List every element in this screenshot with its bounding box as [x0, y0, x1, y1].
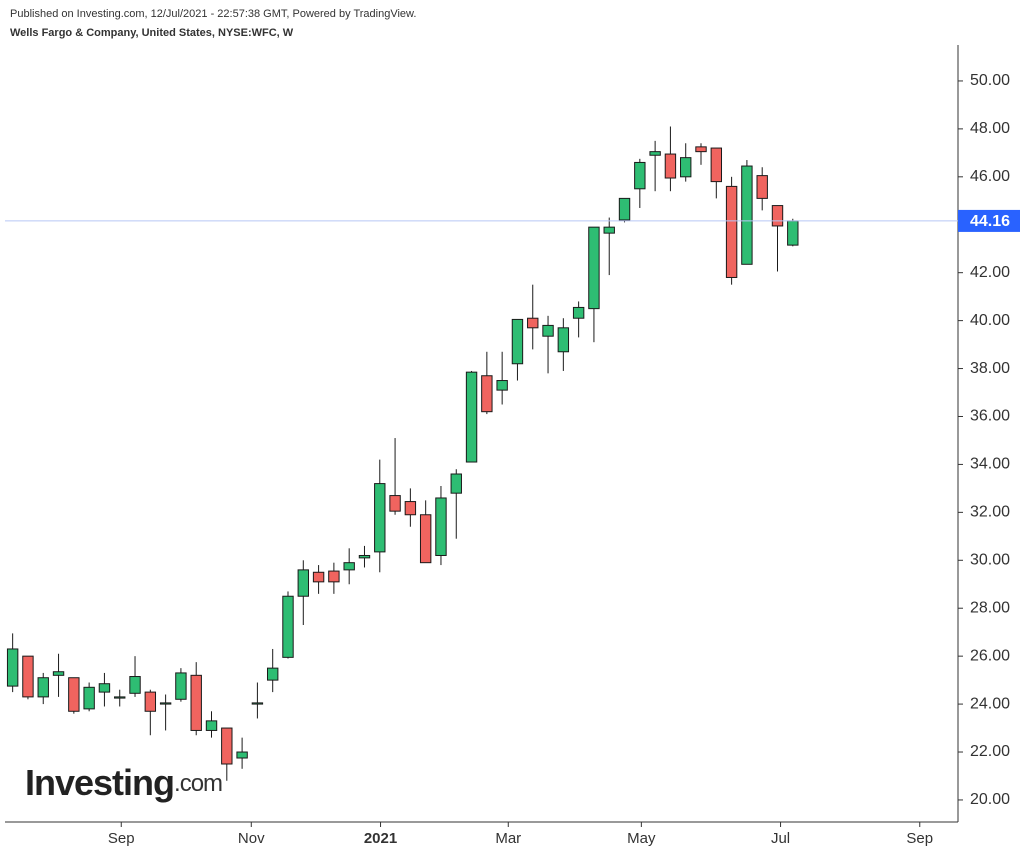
candle-body — [6, 648, 19, 687]
candle-body — [83, 686, 95, 710]
candle-body — [159, 702, 172, 705]
candle-body — [205, 720, 218, 731]
candle-body — [481, 375, 493, 413]
y-tick-label: 48.00 — [970, 120, 1010, 137]
candle-body — [68, 677, 80, 712]
candle-body — [37, 677, 49, 698]
candle-body — [695, 146, 707, 153]
candle-body — [741, 165, 753, 265]
candle-body — [98, 683, 111, 693]
candle-body — [129, 676, 141, 694]
candle-body — [221, 727, 233, 765]
y-tick-label: 38.00 — [970, 360, 1010, 377]
candle-body — [465, 371, 478, 463]
candle-body — [618, 197, 631, 221]
header: Published on Investing.com, 12/Jul/2021 … — [10, 8, 416, 20]
candle-body — [358, 554, 371, 559]
x-tick-label: Sep — [108, 830, 135, 847]
candle-body — [496, 380, 508, 391]
y-tick-label: 32.00 — [970, 504, 1010, 521]
x-tick-label: 2021 — [364, 830, 397, 847]
candle-body — [572, 306, 585, 319]
candle-body — [297, 569, 309, 597]
candle-body — [787, 220, 799, 246]
last-price-box — [958, 209, 1020, 232]
y-tick-label: 24.00 — [970, 695, 1010, 712]
candle-body — [542, 324, 554, 337]
watermark-suffix: .com — [174, 770, 222, 797]
candle-body — [649, 151, 661, 156]
x-tick-label: Mar — [495, 830, 521, 847]
candle-body — [634, 161, 646, 190]
last-price-label: 44.16 — [970, 213, 1010, 230]
candle-body — [588, 226, 600, 310]
candle-body — [266, 667, 279, 681]
y-tick-label: 28.00 — [970, 599, 1010, 616]
x-tick-label: Nov — [238, 830, 265, 847]
x-tick-label: Sep — [906, 830, 933, 847]
candle-body — [389, 495, 401, 512]
candle-body — [664, 153, 677, 179]
candle-body — [144, 691, 157, 712]
y-tick-label: 34.00 — [970, 456, 1010, 473]
watermark: Investing.com — [25, 762, 222, 803]
y-tick-label: 42.00 — [970, 264, 1010, 281]
candle-body — [419, 514, 432, 564]
y-tick-label: 26.00 — [970, 647, 1010, 664]
y-tick-label: 50.00 — [970, 72, 1010, 89]
y-tick-label: 36.00 — [970, 408, 1010, 425]
candle-body — [511, 318, 524, 365]
y-tick-label: 46.00 — [970, 168, 1010, 185]
candle-body — [343, 562, 355, 571]
y-tick-label: 30.00 — [970, 552, 1010, 569]
candle-body — [710, 147, 723, 183]
candle-body — [114, 696, 126, 699]
candle-body — [251, 702, 264, 705]
y-tick-label: 22.00 — [970, 743, 1010, 760]
candle-body — [756, 175, 768, 199]
candle-body — [450, 473, 462, 494]
candle-body — [404, 501, 417, 516]
candle-body — [236, 751, 248, 759]
candle-body — [771, 205, 784, 227]
x-tick-label: Jul — [771, 830, 790, 847]
candle-body — [22, 655, 34, 698]
candle-body — [725, 185, 738, 278]
y-tick-label: 40.00 — [970, 312, 1010, 329]
candle-body — [312, 571, 325, 583]
candle-body — [435, 497, 447, 556]
y-tick-label: 20.00 — [970, 791, 1010, 808]
chart-title: Wells Fargo & Company, United States, NY… — [10, 27, 294, 39]
candle-body — [282, 595, 294, 658]
candle-body — [190, 674, 202, 731]
candle-body — [175, 672, 187, 700]
candle-body — [680, 157, 692, 178]
candle-body — [374, 483, 386, 553]
candle-body — [52, 671, 65, 676]
watermark-brand: Investing — [25, 762, 174, 803]
candle-body — [328, 570, 340, 583]
candle-body — [557, 327, 570, 353]
x-tick-label: May — [627, 830, 656, 847]
candle-body — [527, 317, 539, 329]
candle-body — [603, 226, 615, 234]
